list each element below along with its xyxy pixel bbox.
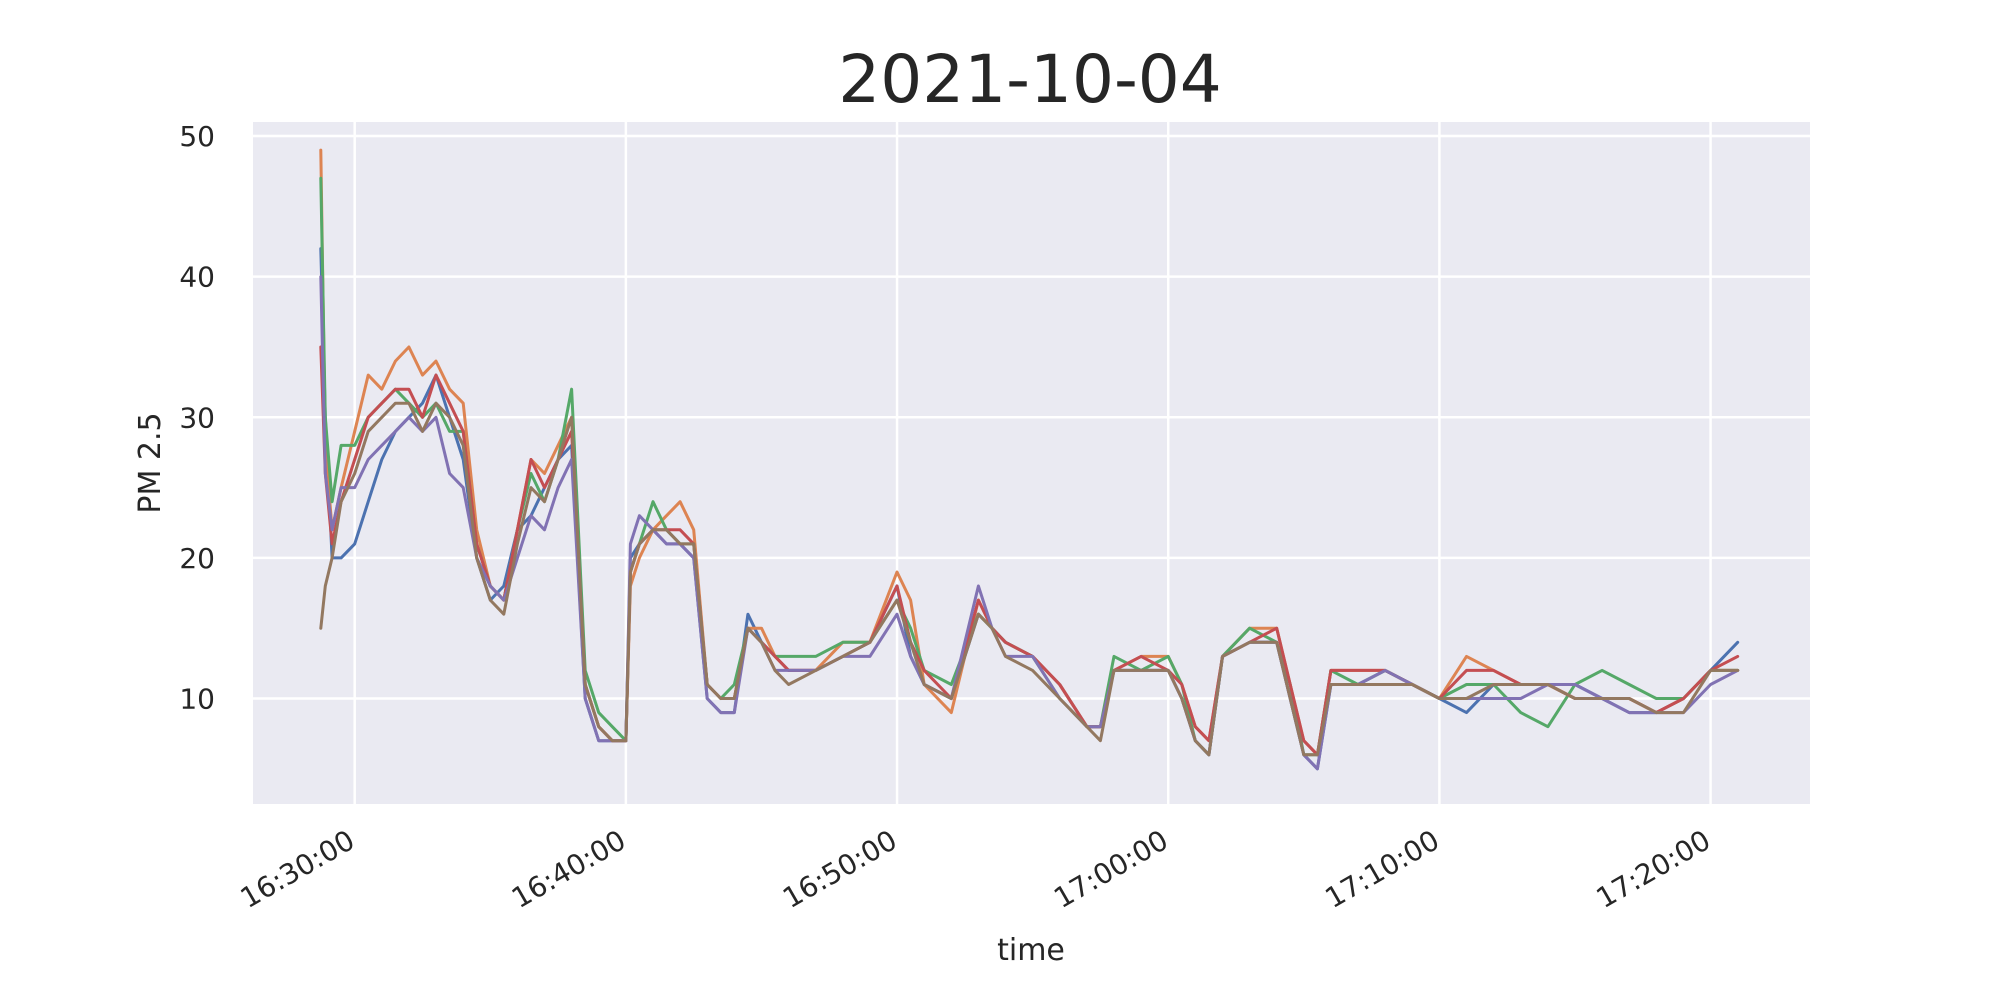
x-tick-label: 17:20:00 <box>1591 823 1716 914</box>
x-tick-label: 16:40:00 <box>506 823 631 914</box>
y-tick-label: 20 <box>179 542 215 575</box>
x-tick-label: 16:30:00 <box>235 823 360 914</box>
y-tick-label: 40 <box>179 261 215 294</box>
y-tick-label: 30 <box>179 401 215 434</box>
y-tick-label: 10 <box>179 683 215 716</box>
y-tick-labels: 10 20 30 40 50 <box>179 120 215 715</box>
x-tick-label: 16:50:00 <box>777 823 902 914</box>
chart-title: 2021-10-04 <box>838 41 1222 118</box>
y-axis-label: PM 2.5 <box>133 412 168 513</box>
series-group <box>319 148 1740 771</box>
gridlines <box>253 122 1810 804</box>
plot-area <box>253 122 1810 804</box>
x-tick-label: 17:00:00 <box>1048 823 1173 914</box>
x-axis-label: time <box>997 933 1065 968</box>
x-tick-labels: 16:30:00 16:40:00 16:50:00 17:00:00 17:10:00… <box>235 823 1716 914</box>
y-tick-label: 50 <box>179 120 215 153</box>
series-line-6 <box>319 401 1740 757</box>
x-tick-label: 17:10:00 <box>1319 823 1444 914</box>
